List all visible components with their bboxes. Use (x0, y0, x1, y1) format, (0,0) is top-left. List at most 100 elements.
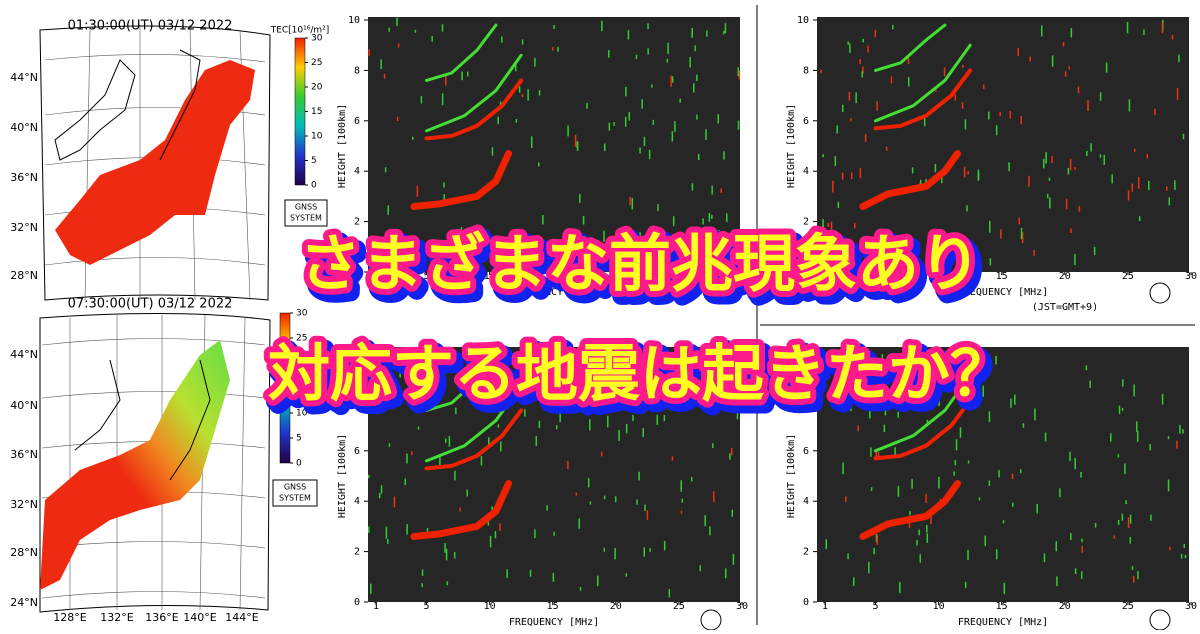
noise (876, 101, 878, 111)
noise (380, 59, 382, 70)
noise (983, 84, 985, 89)
noise (625, 573, 628, 577)
noise (538, 355, 540, 365)
lon-label: 132°E (100, 611, 133, 624)
headline-text: さまざまな前兆現象あり (299, 227, 981, 300)
noise (905, 252, 908, 264)
noise (1182, 429, 1184, 434)
noise (995, 125, 998, 136)
noise (406, 453, 408, 464)
noise (515, 119, 518, 123)
noise (1105, 62, 1108, 73)
x-tick-label: 10 (933, 601, 945, 612)
noise (1014, 394, 1016, 405)
clock (1149, 609, 1171, 631)
noise (637, 237, 639, 241)
noise (538, 90, 541, 96)
noise (663, 232, 666, 237)
noise (1171, 34, 1174, 40)
noise (1070, 28, 1073, 38)
noise (713, 491, 715, 503)
noise (897, 485, 900, 497)
noise (855, 92, 857, 104)
noise (497, 424, 500, 428)
noise (511, 397, 513, 406)
noise (851, 172, 853, 180)
noise (631, 197, 634, 210)
noise (939, 390, 941, 398)
noise (925, 179, 927, 183)
noise (555, 425, 558, 430)
noise (1085, 365, 1088, 371)
noise (439, 456, 441, 466)
noise (1137, 176, 1140, 189)
noise (450, 350, 452, 355)
noise (848, 91, 851, 101)
noise (1121, 407, 1124, 411)
colorbar-tick-label: 20 (311, 83, 323, 93)
colorbar (294, 37, 306, 186)
noise (1070, 228, 1072, 234)
noise (414, 29, 417, 33)
noise (1125, 500, 1127, 505)
noise (988, 411, 991, 422)
noise (877, 452, 880, 459)
noise (697, 153, 700, 161)
noise (842, 462, 844, 475)
noise (873, 547, 875, 555)
y-tick-label: 6 (354, 446, 360, 457)
noise (1033, 250, 1035, 256)
noise (674, 121, 676, 132)
noise (1029, 56, 1031, 62)
noise (724, 568, 727, 579)
lat-label: 44°N (10, 71, 38, 84)
y-tick-label: 10 (348, 15, 360, 26)
noise (604, 242, 607, 247)
noise (443, 194, 445, 200)
noise (1117, 454, 1120, 458)
noise (663, 541, 666, 551)
noise (445, 548, 448, 561)
noise (1000, 229, 1002, 239)
noise (847, 41, 849, 45)
noise (872, 401, 874, 411)
noise (668, 589, 671, 598)
y-tick-label: 0 (354, 597, 360, 608)
lat-label: 36°N (10, 448, 38, 461)
noise (919, 179, 922, 185)
noise (384, 167, 387, 173)
noise (654, 252, 657, 263)
map-timestamp: 01:30:00(UT) 03/12 2022 (68, 19, 233, 34)
noise (1048, 177, 1051, 181)
noise (614, 496, 617, 503)
noise (897, 411, 899, 418)
noise (443, 182, 445, 188)
noise (524, 409, 526, 417)
noise (841, 172, 844, 180)
noise (1009, 111, 1012, 119)
noise (387, 205, 389, 215)
noise (892, 397, 895, 404)
noise (666, 58, 669, 63)
y-tick-label: 10 (797, 345, 809, 356)
noise (624, 116, 627, 127)
noise (709, 526, 711, 536)
noise (589, 501, 592, 505)
noise (708, 213, 711, 222)
noise (1124, 463, 1126, 475)
colorbar-tick-label: 30 (311, 34, 323, 44)
noise (954, 460, 957, 466)
y-tick-label: 8 (354, 65, 360, 76)
headline-text: 対応する地震は起きたか？ (268, 337, 1012, 410)
noise (589, 419, 591, 431)
noise (1081, 545, 1083, 553)
x-tick-label: 1 (822, 271, 828, 282)
noise (908, 522, 911, 529)
noise (417, 426, 420, 430)
noise (388, 443, 391, 447)
noise (1020, 227, 1023, 240)
noise (1078, 206, 1081, 212)
noise (1154, 108, 1156, 116)
noise (699, 565, 701, 572)
